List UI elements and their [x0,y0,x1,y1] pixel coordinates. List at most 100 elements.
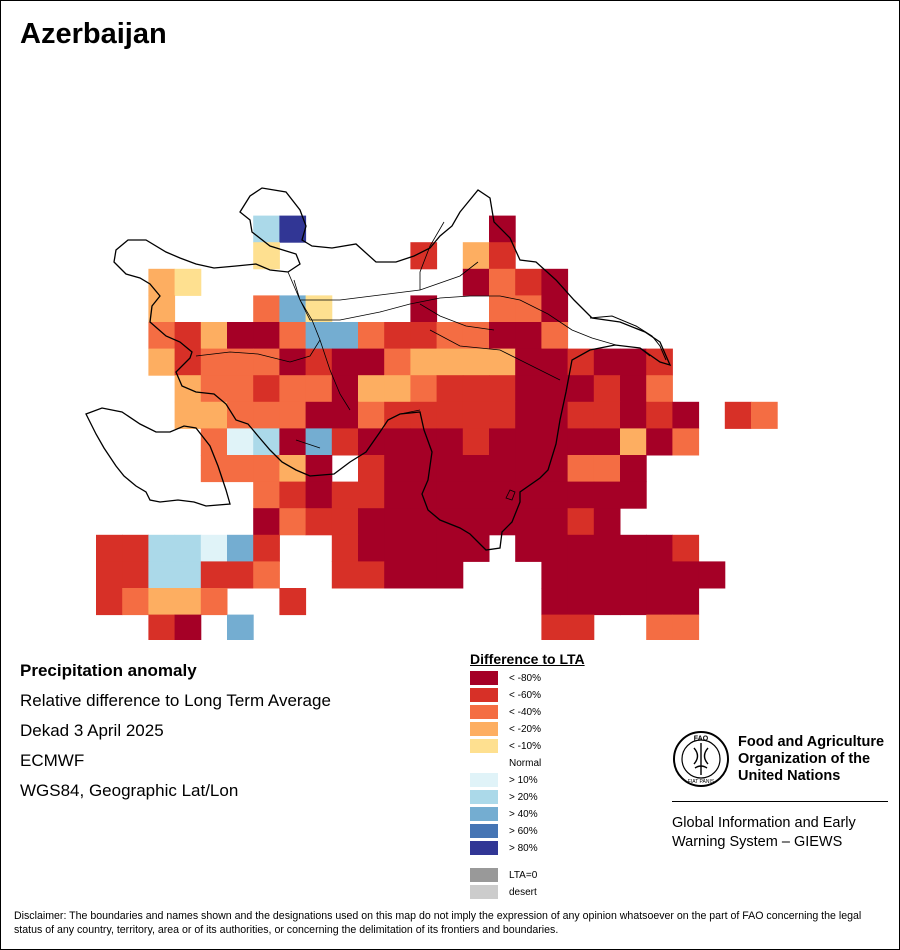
anomaly-cell [593,348,621,376]
legend-swatch [470,688,498,702]
anomaly-cell [646,375,673,403]
anomaly-cell [436,508,464,536]
anomaly-cell [646,401,673,429]
anomaly-cell [646,428,673,456]
country-borders [85,187,672,551]
anomaly-cell [672,614,700,640]
legend-swatch [470,671,498,685]
anomaly-cell [489,401,516,429]
anomaly-cell [489,481,516,509]
legend-swatch [470,807,498,821]
anomaly-cell [620,401,647,429]
anomaly-cell [567,481,595,509]
anomaly-cell [96,534,123,562]
legend-item: LTA=0 [470,868,537,882]
divider [672,801,888,802]
anomaly-cell [567,534,595,562]
legend-swatch [470,722,498,736]
legend-item: Normal [470,756,541,770]
anomaly-cell [384,428,411,456]
anomaly-cell [751,401,778,429]
anomaly-cell [410,428,438,456]
anomaly-cell [148,348,176,376]
anomaly-cell [358,375,385,403]
legend-item: < -80% [470,671,541,685]
anomaly-cell [279,295,307,323]
anomaly-cell [436,375,464,403]
anomaly-cell [174,348,202,376]
anomaly-cell [593,375,621,403]
anomaly-cell [358,534,385,562]
anomaly-cell [567,561,595,589]
anomaly-cell [200,375,228,403]
anomaly-cell [672,561,700,589]
anomaly-cell [331,322,359,350]
anomaly-cell [489,375,516,403]
anomaly-cell [227,428,254,456]
anomaly-cell [174,588,202,616]
anomaly-cell [384,561,411,589]
legend-swatch [470,790,498,804]
anomaly-cell [646,588,673,616]
anomaly-cell [358,428,385,456]
anomaly-cell [279,401,307,429]
anomaly-cell [253,481,280,509]
anomaly-cell [253,295,280,323]
anomaly-cell [410,322,438,350]
nakhchivan-border [85,407,231,507]
anomaly-cell [253,322,280,350]
product-description: Relative difference to Long Term Average [20,691,331,710]
giews-line2: Warning System – GIEWS [672,834,843,850]
anomaly-cell [253,242,280,270]
anomaly-cell [620,588,647,616]
anomaly-cell [541,481,569,509]
anomaly-cell [174,561,202,589]
anomaly-cell [279,215,307,243]
legend-label: < -80% [509,672,541,684]
svg-text:FAO: FAO [694,736,709,743]
anomaly-cell [489,455,516,483]
map-info: Precipitation anomaly Relative differenc… [20,656,331,806]
anomaly-cell [122,588,149,616]
anomaly-cell [331,401,359,429]
anomaly-cell [515,428,542,456]
anomaly-cell [489,348,516,376]
legend-item: > 80% [470,841,538,855]
anomaly-cell [593,561,621,589]
anomaly-cell [436,534,464,562]
anomaly-cell [593,428,621,456]
anomaly-cell [541,295,569,323]
organization-name: Food and Agriculture Organization of the… [738,734,884,785]
product-title: Precipitation anomaly [20,661,197,680]
anomaly-cell [227,455,254,483]
legend-label: > 20% [509,791,538,803]
disclaimer: Disclaimer: The boundaries and names sho… [14,910,862,936]
anomaly-cell [646,561,673,589]
legend: Difference to LTA < -80% < -60% < -40% < -2… [470,651,585,901]
product-projection: WGS84, Geographic Lat/Lon [20,781,239,800]
legend-label: < -20% [509,723,541,735]
anomaly-cell [462,455,490,483]
legend-swatch [470,841,498,855]
anomaly-cell [384,348,411,376]
anomaly-cell [515,375,542,403]
anomaly-cell [672,534,700,562]
legend-label: < -40% [509,706,541,718]
anomaly-cell [279,588,307,616]
anomaly-cell [227,322,254,350]
anomaly-cell [410,455,438,483]
anomaly-cell [305,375,333,403]
anomaly-cell [672,588,700,616]
legend-item: < -20% [470,722,541,736]
anomaly-cell [174,614,202,640]
legend-label: > 40% [509,808,538,820]
anomaly-cell [331,534,359,562]
anomaly-cell [541,348,569,376]
anomaly-cell [279,508,307,536]
legend-label: LTA=0 [509,869,538,881]
anomaly-cell [436,455,464,483]
anomaly-cell [174,268,202,296]
anomaly-cell [462,428,490,456]
anomaly-cell [122,561,149,589]
anomaly-cell [698,561,726,589]
